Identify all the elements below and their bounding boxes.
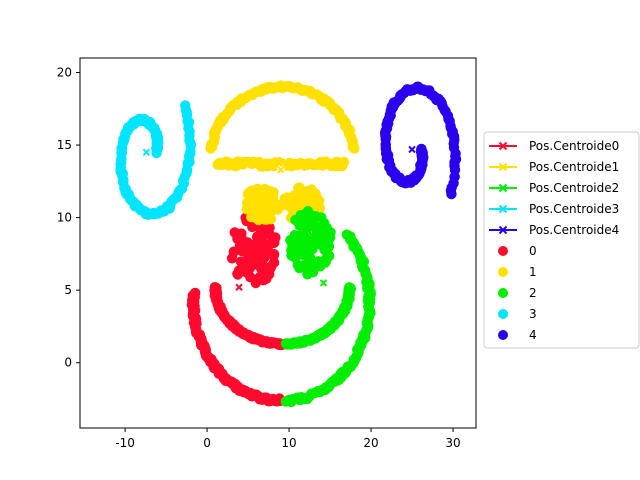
y-tick-label: 5	[64, 283, 72, 297]
y-axis: 0 5 10 15 20	[57, 66, 80, 370]
data-point	[243, 264, 254, 275]
legend-label: 2	[529, 286, 537, 300]
data-point	[229, 227, 240, 238]
legend-dot	[498, 309, 508, 319]
y-tick-label: 10	[57, 211, 72, 225]
x-tick-label: 10	[281, 436, 296, 450]
legend-x-marker	[498, 225, 508, 235]
data-point	[315, 239, 326, 250]
legend-label: 4	[529, 328, 537, 342]
legend-entry: 2	[498, 286, 537, 300]
x-tick-label: 0	[203, 436, 211, 450]
legend-dot	[498, 288, 508, 298]
data-point	[324, 232, 336, 243]
legend-entry: 0	[498, 244, 537, 258]
data-point	[257, 236, 269, 248]
data-point	[257, 260, 269, 271]
data-point	[316, 212, 327, 223]
data-point	[258, 244, 269, 255]
legend-x-marker	[498, 183, 508, 193]
data-point	[446, 188, 457, 200]
data-point	[262, 226, 274, 238]
legend: Pos.Centroide0 Pos.Centroide1 Pos.Centroid…	[483, 131, 640, 349]
legend-entry: 1	[498, 265, 537, 279]
centroid-marker	[276, 165, 286, 175]
legend-entry: Pos.Centroide4	[489, 223, 619, 237]
centroid-marker	[319, 278, 328, 288]
x-tick-label: -10	[115, 436, 135, 450]
legend-label: Pos.Centroide4	[529, 223, 619, 237]
data-point	[235, 256, 247, 267]
legend-dot	[498, 267, 508, 277]
centroid-marker	[141, 147, 151, 157]
data-point	[248, 207, 259, 218]
data-point	[314, 224, 326, 236]
data-point	[322, 251, 333, 262]
legend-x-marker	[498, 141, 508, 151]
y-tick-label: 20	[57, 66, 72, 80]
legend-frame	[483, 131, 640, 349]
data-point	[247, 244, 259, 255]
legend-entry: Pos.Centroide0	[489, 139, 619, 153]
data-point	[249, 185, 261, 196]
plot-frame	[79, 57, 477, 429]
data-point	[294, 220, 305, 231]
data-point	[232, 268, 243, 279]
legend-label: 1	[529, 265, 537, 279]
legend-dot	[498, 246, 508, 256]
legend-label: Pos.Centroide2	[529, 181, 619, 195]
legend-entry: Pos.Centroide3	[489, 202, 619, 216]
data-point	[338, 156, 350, 168]
legend-dot	[498, 330, 508, 340]
centroid-marker	[407, 144, 417, 154]
legend-label: 3	[529, 307, 537, 321]
x-tick-label: 20	[363, 436, 378, 450]
data-point	[265, 206, 277, 217]
data-point	[295, 230, 306, 241]
data-point	[256, 210, 268, 221]
centroid-markers	[141, 144, 417, 292]
data-point	[344, 282, 355, 293]
data-point	[254, 271, 265, 283]
legend-entry: 4	[498, 328, 537, 342]
data-points	[115, 80, 462, 408]
legend-label: 0	[529, 244, 537, 258]
legend-entry: 3	[498, 307, 537, 321]
legend-x-marker	[498, 204, 508, 214]
legend-label: Pos.Centroide3	[529, 202, 619, 216]
data-point	[315, 261, 326, 272]
data-point	[280, 194, 291, 205]
data-point	[341, 229, 352, 240]
data-point	[303, 260, 315, 271]
data-point	[180, 100, 191, 111]
y-tick-label: 15	[57, 138, 72, 152]
data-point	[251, 252, 262, 263]
legend-label: Pos.Centroide0	[529, 139, 619, 153]
y-tick-label: 0	[64, 356, 72, 370]
data-point	[267, 188, 278, 199]
legend-label: Pos.Centroide1	[529, 160, 619, 174]
legend-entry: Pos.Centroide1	[489, 160, 619, 174]
data-point	[286, 250, 297, 261]
data-point	[239, 237, 250, 249]
data-point	[308, 187, 320, 198]
legend-entry: Pos.Centroide2	[489, 181, 619, 195]
x-axis: -10 0 10 20 30	[115, 428, 461, 450]
centroid-marker	[234, 282, 244, 292]
legend-x-marker	[498, 162, 508, 172]
data-point	[295, 200, 306, 212]
data-point	[252, 194, 263, 206]
x-tick-label: 30	[445, 436, 460, 450]
data-point	[226, 253, 238, 264]
data-point	[293, 182, 304, 194]
data-point	[205, 143, 216, 154]
